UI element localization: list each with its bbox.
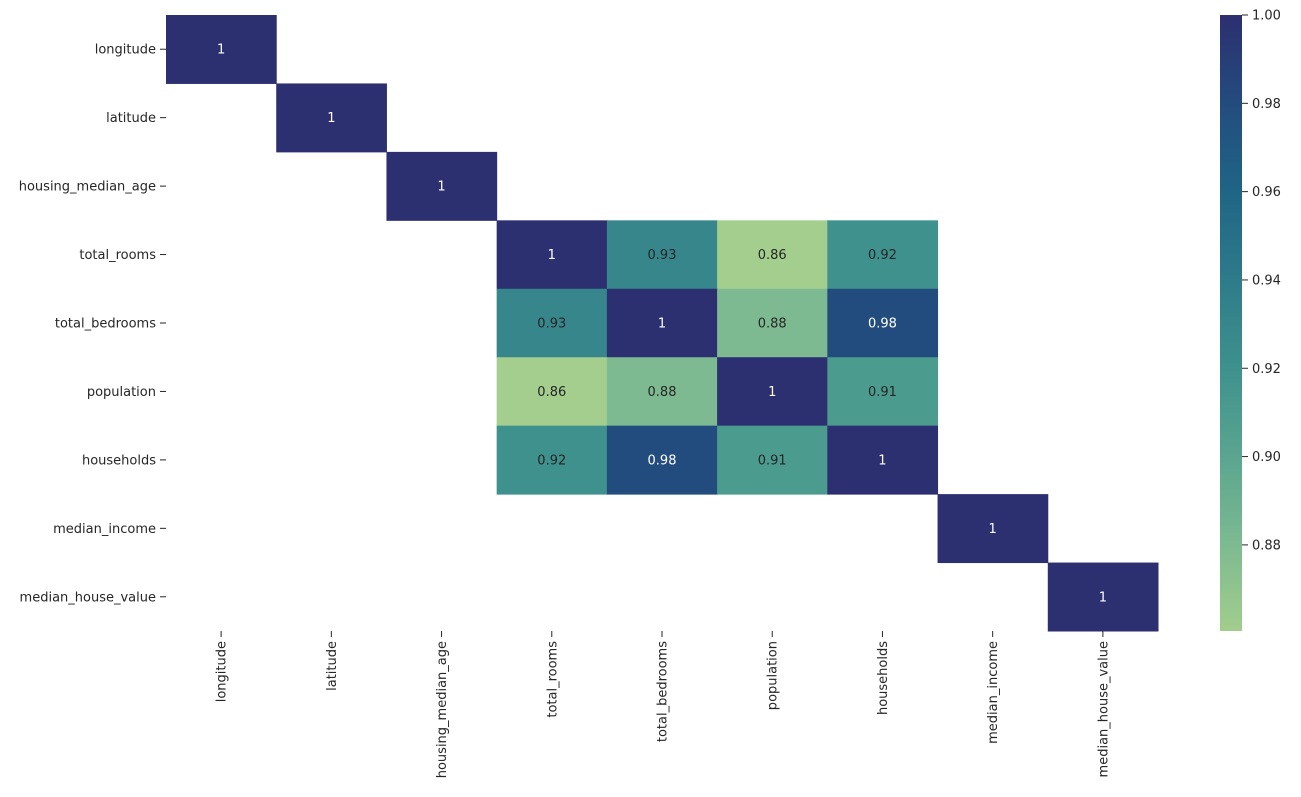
heatmap-cells: 1 1 1 1 0.93 0.86 0.92 0.93 1 0.88 0.98 0.86 0.88 1 0.… bbox=[166, 15, 1159, 632]
heatmap-cell bbox=[717, 288, 828, 358]
cell-annotation: 0.88 bbox=[758, 317, 787, 332]
cell-annotation: 1 bbox=[1099, 590, 1107, 605]
cell-annotation: 0.93 bbox=[537, 317, 566, 332]
heatmap-cell bbox=[276, 83, 387, 153]
heatmap-cell bbox=[827, 357, 939, 427]
x-tick-label: longitude bbox=[215, 641, 230, 702]
x-tick-label: total_bedrooms bbox=[656, 641, 671, 742]
y-tick-label: households bbox=[82, 453, 156, 468]
x-tick-label: households bbox=[876, 641, 891, 715]
heatmap-cell bbox=[1047, 562, 1159, 632]
heatmap-cell bbox=[937, 494, 1049, 564]
y-tick-label: housing_median_age bbox=[19, 180, 156, 195]
heatmap-cell bbox=[606, 288, 718, 358]
x-tick-label: population bbox=[766, 641, 781, 710]
x-tick-label: total_rooms bbox=[545, 641, 560, 718]
cell-annotation: 0.86 bbox=[758, 248, 787, 263]
y-tick-label: population bbox=[87, 385, 156, 400]
colorbar-tick-label: 1.00 bbox=[1252, 9, 1281, 24]
heatmap-cell bbox=[166, 15, 277, 84]
heatmap-cell bbox=[386, 151, 498, 221]
heatmap-cell bbox=[827, 220, 939, 290]
cell-annotation: 0.93 bbox=[648, 248, 677, 263]
cell-annotation: 1 bbox=[437, 180, 445, 195]
heatmap-cell bbox=[496, 288, 608, 358]
colorbar-tick-label: 0.92 bbox=[1252, 362, 1281, 377]
y-tick-label: longitude bbox=[95, 43, 156, 58]
cell-annotation: 0.92 bbox=[868, 248, 897, 263]
x-tick-label: housing_median_age bbox=[435, 641, 450, 778]
heatmap-cell bbox=[606, 357, 718, 427]
cell-annotation: 1 bbox=[989, 522, 997, 537]
cell-annotation: 0.98 bbox=[648, 453, 677, 468]
colorbar-gradient bbox=[1220, 15, 1242, 631]
cell-annotation: 0.91 bbox=[758, 453, 787, 468]
y-tick-label: total_rooms bbox=[79, 248, 156, 263]
y-tick-label: total_bedrooms bbox=[55, 317, 156, 332]
colorbar-tick-label: 0.96 bbox=[1252, 185, 1281, 200]
cell-annotation: 1 bbox=[768, 385, 776, 400]
colorbar-tick-label: 0.98 bbox=[1252, 97, 1281, 112]
heatmap-cell bbox=[496, 220, 608, 290]
cell-annotation: 0.98 bbox=[868, 317, 897, 332]
heatmap-cell bbox=[717, 357, 828, 427]
x-tick-label: latitude bbox=[325, 641, 340, 691]
cell-annotation: 1 bbox=[217, 43, 225, 58]
y-tick-label: median_house_value bbox=[20, 590, 156, 605]
y-tick-label: latitude bbox=[106, 111, 156, 126]
heatmap-cell bbox=[717, 425, 828, 495]
cell-annotation: 1 bbox=[548, 248, 556, 263]
cell-annotation: 1 bbox=[327, 111, 335, 126]
cell-annotation: 0.86 bbox=[537, 385, 566, 400]
cell-annotation: 0.91 bbox=[868, 385, 897, 400]
heatmap-cell bbox=[496, 357, 608, 427]
colorbar-tick-label: 0.88 bbox=[1252, 538, 1281, 553]
colorbar-tick-label: 0.90 bbox=[1252, 450, 1281, 465]
heatmap-cell bbox=[606, 220, 718, 290]
cell-annotation: 1 bbox=[658, 317, 666, 332]
x-tick-label: median_house_value bbox=[1096, 641, 1111, 777]
y-tick-labels: longitude latitude housing_median_agetotal… bbox=[19, 43, 166, 605]
heatmap-cell bbox=[827, 425, 939, 495]
colorbar: 0.88 0.90 0.92 0.94 0.96 0.98 1.00 bbox=[1220, 9, 1281, 631]
cell-annotation: 0.88 bbox=[648, 385, 677, 400]
y-tick-label: median_income bbox=[53, 522, 156, 537]
colorbar-tick-label: 0.94 bbox=[1252, 273, 1281, 288]
x-tick-labels: longitude latitude housing_median_age total… bbox=[215, 631, 1111, 778]
heatmap-cell bbox=[496, 425, 608, 495]
x-tick-label: median_income bbox=[986, 641, 1001, 744]
cell-annotation: 1 bbox=[878, 453, 886, 468]
heatmap-cell bbox=[717, 220, 828, 290]
cell-annotation: 0.92 bbox=[537, 453, 566, 468]
heatmap-cell bbox=[827, 288, 939, 358]
heatmap-cell bbox=[606, 425, 718, 495]
